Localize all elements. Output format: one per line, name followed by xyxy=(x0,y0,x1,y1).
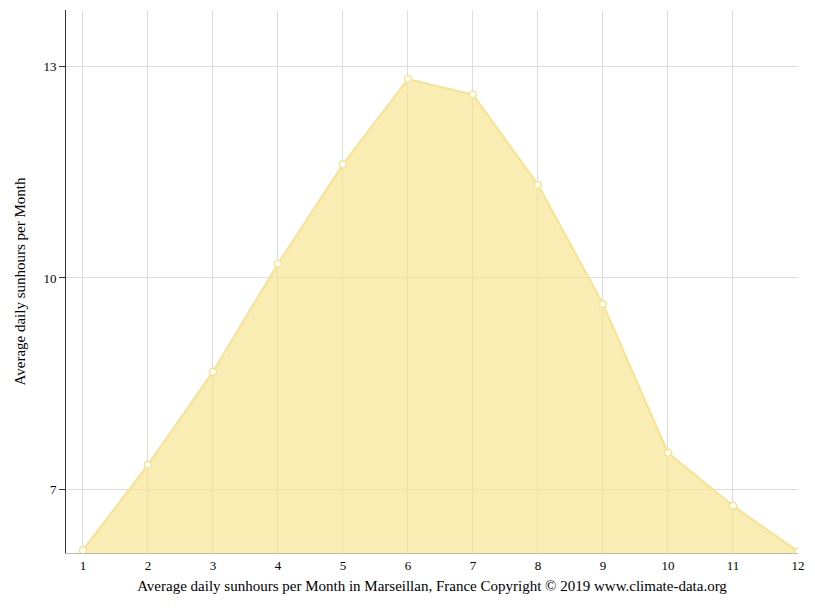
svg-text:Average daily sunhours per Mon: Average daily sunhours per Month in Mars… xyxy=(137,578,727,594)
svg-text:Average daily sunhours per Mon: Average daily sunhours per Month xyxy=(12,177,28,386)
svg-text:3: 3 xyxy=(210,558,217,573)
svg-text:6: 6 xyxy=(405,558,412,573)
svg-text:12: 12 xyxy=(792,558,805,573)
svg-text:7: 7 xyxy=(50,482,57,497)
svg-text:8: 8 xyxy=(535,558,542,573)
svg-text:4: 4 xyxy=(275,558,282,573)
svg-text:10: 10 xyxy=(661,558,674,573)
svg-text:2: 2 xyxy=(145,558,152,573)
svg-text:1: 1 xyxy=(80,558,87,573)
svg-text:10: 10 xyxy=(43,271,56,286)
svg-text:11: 11 xyxy=(727,558,740,573)
svg-text:13: 13 xyxy=(43,59,56,74)
svg-text:5: 5 xyxy=(340,558,347,573)
svg-text:9: 9 xyxy=(600,558,607,573)
svg-text:7: 7 xyxy=(470,558,477,573)
